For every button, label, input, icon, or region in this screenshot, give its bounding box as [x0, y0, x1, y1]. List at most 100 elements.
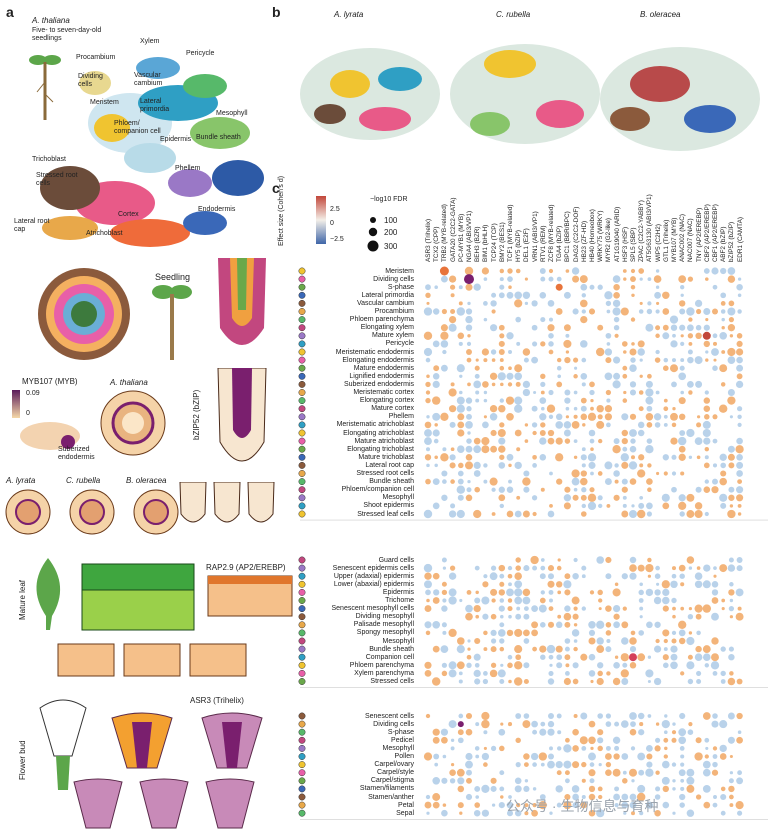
- matrix-dot: [490, 785, 497, 792]
- matrix-dot: [703, 397, 711, 404]
- matrix-dot: [639, 722, 644, 727]
- matrix-dot: [662, 605, 669, 612]
- matrix-dot: [671, 737, 677, 743]
- matrix-dot: [507, 276, 513, 282]
- matrix-dot: [671, 566, 677, 571]
- matrix-dot: [458, 285, 463, 290]
- cell-type-color-dot: [298, 588, 306, 596]
- matrix-dot: [630, 284, 636, 290]
- matrix-dot: [506, 412, 514, 421]
- cell-type-color-dot: [298, 348, 306, 356]
- matrix-dot: [680, 334, 684, 338]
- matrix-dot: [459, 811, 463, 815]
- matrix-dot: [638, 729, 645, 736]
- matrix-dot: [423, 307, 433, 316]
- matrix-dot: [497, 669, 506, 678]
- matrix-dot: [466, 487, 472, 493]
- matrix-dot: [556, 365, 562, 371]
- matrix-dot: [532, 729, 538, 735]
- matrix-dot: [448, 572, 457, 580]
- matrix-dot: [696, 670, 702, 676]
- matrix-dot: [605, 357, 612, 364]
- matrix-dot: [736, 364, 744, 372]
- cell-type-color-dot: [298, 678, 306, 685]
- matrix-dot: [605, 745, 611, 751]
- matrix-dot: [564, 646, 570, 652]
- matrix-dot: [425, 713, 431, 719]
- matrix-dot: [448, 628, 457, 638]
- matrix-dot: [579, 275, 588, 284]
- matrix-dot: [702, 420, 711, 429]
- matrix-dot: [507, 722, 513, 727]
- matrix-dot: [622, 446, 628, 452]
- row-label: Meristem: [385, 267, 414, 275]
- matrix-dot: [498, 486, 505, 493]
- matrix-dot: [686, 510, 695, 518]
- matrix-dot: [702, 604, 712, 613]
- matrix-dot: [727, 356, 736, 364]
- matrix-dot: [687, 349, 693, 355]
- matrix-dot: [538, 801, 547, 810]
- matrix-dot: [466, 438, 472, 444]
- matrix-dot: [498, 589, 506, 596]
- matrix-dot: [605, 761, 612, 768]
- matrix-dot: [475, 795, 480, 799]
- matrix-dot: [466, 341, 472, 346]
- matrix-dot: [696, 566, 701, 570]
- matrix-dot: [679, 324, 686, 331]
- matrix-dot: [655, 333, 660, 339]
- matrix-dot: [638, 502, 645, 509]
- matrix-dot: [597, 745, 603, 752]
- matrix-dot: [523, 678, 529, 685]
- cell-type-color-dot: [298, 405, 306, 413]
- matrix-dot: [696, 422, 702, 428]
- matrix-dot: [711, 581, 719, 588]
- matrix-dot: [457, 470, 464, 477]
- matrix-dot: [467, 479, 471, 484]
- matrix-dot: [736, 333, 743, 339]
- matrix-dot: [424, 580, 432, 589]
- matrix-dot: [473, 380, 482, 389]
- matrix-dot: [727, 445, 735, 453]
- matrix-dot: [449, 769, 456, 776]
- matrix-dot: [720, 301, 726, 306]
- matrix-dot: [704, 455, 709, 460]
- matrix-dot: [613, 753, 620, 760]
- matrix-dot: [498, 564, 506, 572]
- bzip-species-tips: [179, 482, 275, 523]
- matrix-dot: [664, 714, 668, 718]
- row-label: Mesophyll: [382, 744, 414, 752]
- matrix-dot: [737, 277, 742, 281]
- matrix-dot: [702, 653, 711, 662]
- matrix-dot: [687, 324, 694, 332]
- matrix-dot: [613, 356, 621, 364]
- matrix-dot: [423, 509, 433, 519]
- matrix-dot: [621, 437, 628, 445]
- row-label: Dividing mesophyll: [355, 613, 414, 621]
- matrix-dot: [680, 471, 685, 476]
- matrix-dot: [678, 300, 686, 307]
- row-label: Elongating cortex: [359, 397, 414, 405]
- matrix-dot: [473, 604, 481, 613]
- matrix-dot: [564, 778, 570, 784]
- matrix-dot: [434, 762, 439, 767]
- matrix-dot: [719, 364, 728, 373]
- matrix-dot: [720, 502, 727, 509]
- matrix-dot: [729, 794, 734, 800]
- matrix-dot: [557, 590, 562, 595]
- matrix-dot: [686, 661, 695, 670]
- matrix-dot: [514, 588, 523, 597]
- matrix-dot: [687, 614, 694, 620]
- matrix-dot: [465, 308, 473, 315]
- matrix-dot: [637, 752, 646, 761]
- matrix-dot: [514, 396, 523, 405]
- matrix-dot: [639, 615, 643, 619]
- matrix-dot: [450, 762, 455, 767]
- matrix-dot: [655, 349, 660, 355]
- matrix-dot: [728, 486, 735, 493]
- row-label: Stressed leaf cells: [357, 510, 414, 518]
- matrix-dot: [629, 364, 637, 372]
- matrix-dot: [597, 324, 604, 331]
- matrix-dot: [613, 661, 620, 669]
- matrix-dot: [441, 605, 448, 612]
